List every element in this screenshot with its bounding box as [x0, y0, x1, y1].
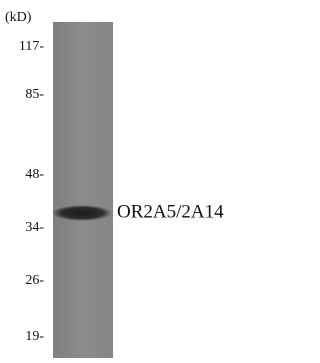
marker-label: 85-: [25, 87, 44, 102]
western-blot: (kD) 117- 85- 48- 34- 26- 19- OR2A5/2A14: [0, 0, 250, 358]
marker-label: 34-: [25, 220, 44, 235]
marker-label: 26-: [25, 273, 44, 288]
protein-band: [52, 205, 112, 221]
marker-label: 48-: [25, 167, 44, 182]
unit-label: (kD): [5, 10, 32, 25]
band-label: OR2A5/2A14: [117, 201, 224, 222]
marker-label: 117-: [19, 39, 44, 54]
marker-label: 19-: [25, 329, 44, 344]
gel-lane: [53, 22, 113, 358]
